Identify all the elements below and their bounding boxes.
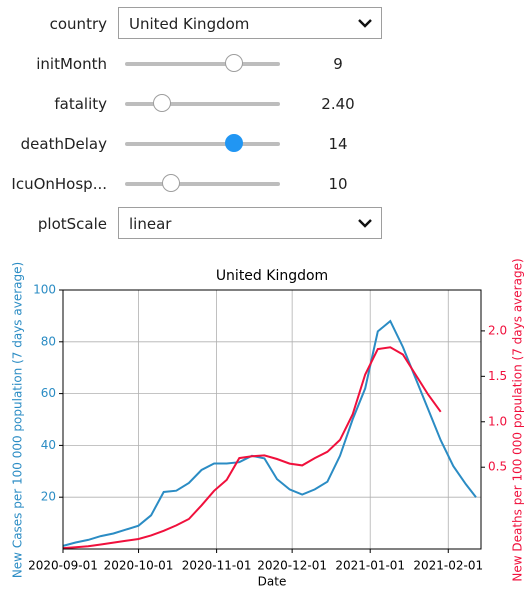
series-line bbox=[62, 346, 442, 550]
control-label: plotScale bbox=[37, 215, 107, 233]
control-row: IcuOnHosp... 10 bbox=[0, 167, 531, 201]
slider-handle[interactable] bbox=[225, 54, 243, 72]
slider-track[interactable] bbox=[125, 142, 280, 146]
control-label: fatality bbox=[54, 95, 107, 113]
y-tick-label: 40 bbox=[41, 438, 56, 452]
control-label: deathDelay bbox=[20, 135, 107, 153]
x-tick-label: 2020-09-01 bbox=[28, 559, 98, 573]
y-tick-label: 60 bbox=[41, 386, 56, 400]
y-tick-label: 80 bbox=[41, 334, 56, 348]
dropdown-value: United Kingdom bbox=[129, 15, 250, 33]
y2-tick-label: 0.5 bbox=[488, 460, 507, 474]
x-tick-label: 2021-02-01 bbox=[413, 559, 483, 573]
control-label: country bbox=[49, 15, 107, 33]
y-axis-label: New Cases per 100 000 population (7 days… bbox=[11, 262, 25, 578]
control-row: deathDelay 14 bbox=[0, 127, 531, 161]
control-row: country United Kingdom bbox=[0, 7, 531, 41]
chevron bbox=[358, 19, 372, 28]
plot-frame bbox=[62, 289, 482, 550]
y2-axis-label: New Deaths per 100 000 population (7 day… bbox=[511, 258, 525, 581]
control-row: initMonth 9 bbox=[0, 47, 531, 81]
x-tick-label: 2020-10-01 bbox=[104, 559, 174, 573]
y2-tick-label: 1.5 bbox=[488, 369, 507, 383]
dropdown[interactable]: linear bbox=[118, 207, 382, 239]
control-row: plotScale linear bbox=[0, 207, 531, 241]
chevron bbox=[358, 219, 372, 228]
series-line bbox=[62, 319, 477, 547]
slider-handle[interactable] bbox=[162, 174, 180, 192]
control-label: IcuOnHosp... bbox=[11, 175, 107, 193]
slider-track[interactable] bbox=[125, 62, 280, 66]
dropdown-value: linear bbox=[129, 215, 172, 233]
y2-tick-label: 1.0 bbox=[488, 414, 507, 428]
y2-tick-label: 2.0 bbox=[488, 323, 507, 337]
slider-readout: 9 bbox=[333, 55, 343, 73]
slider-handle[interactable] bbox=[153, 94, 171, 112]
slider-readout: 10 bbox=[328, 175, 348, 193]
chart-title: United Kingdom bbox=[216, 268, 328, 284]
x-tick-label: 2020-12-01 bbox=[257, 559, 327, 573]
control-row: fatality 2.40 bbox=[0, 87, 531, 121]
y-tick-label: 100 bbox=[33, 283, 56, 297]
y-tick-label: 20 bbox=[41, 490, 56, 504]
slider-handle[interactable] bbox=[225, 134, 243, 152]
control-label: initMonth bbox=[36, 55, 107, 73]
slider-readout: 14 bbox=[328, 135, 348, 153]
slider-track[interactable] bbox=[125, 102, 280, 106]
dropdown[interactable]: United Kingdom bbox=[118, 7, 382, 39]
x-axis-label: Date bbox=[258, 575, 287, 589]
x-tick-label: 2021-01-01 bbox=[335, 559, 405, 573]
slider-track[interactable] bbox=[125, 182, 280, 186]
slider-readout: 2.40 bbox=[321, 95, 355, 113]
chart: United Kingdom Date New Cases per 100 00… bbox=[11, 258, 525, 589]
x-tick-label: 2020-11-01 bbox=[182, 559, 252, 573]
